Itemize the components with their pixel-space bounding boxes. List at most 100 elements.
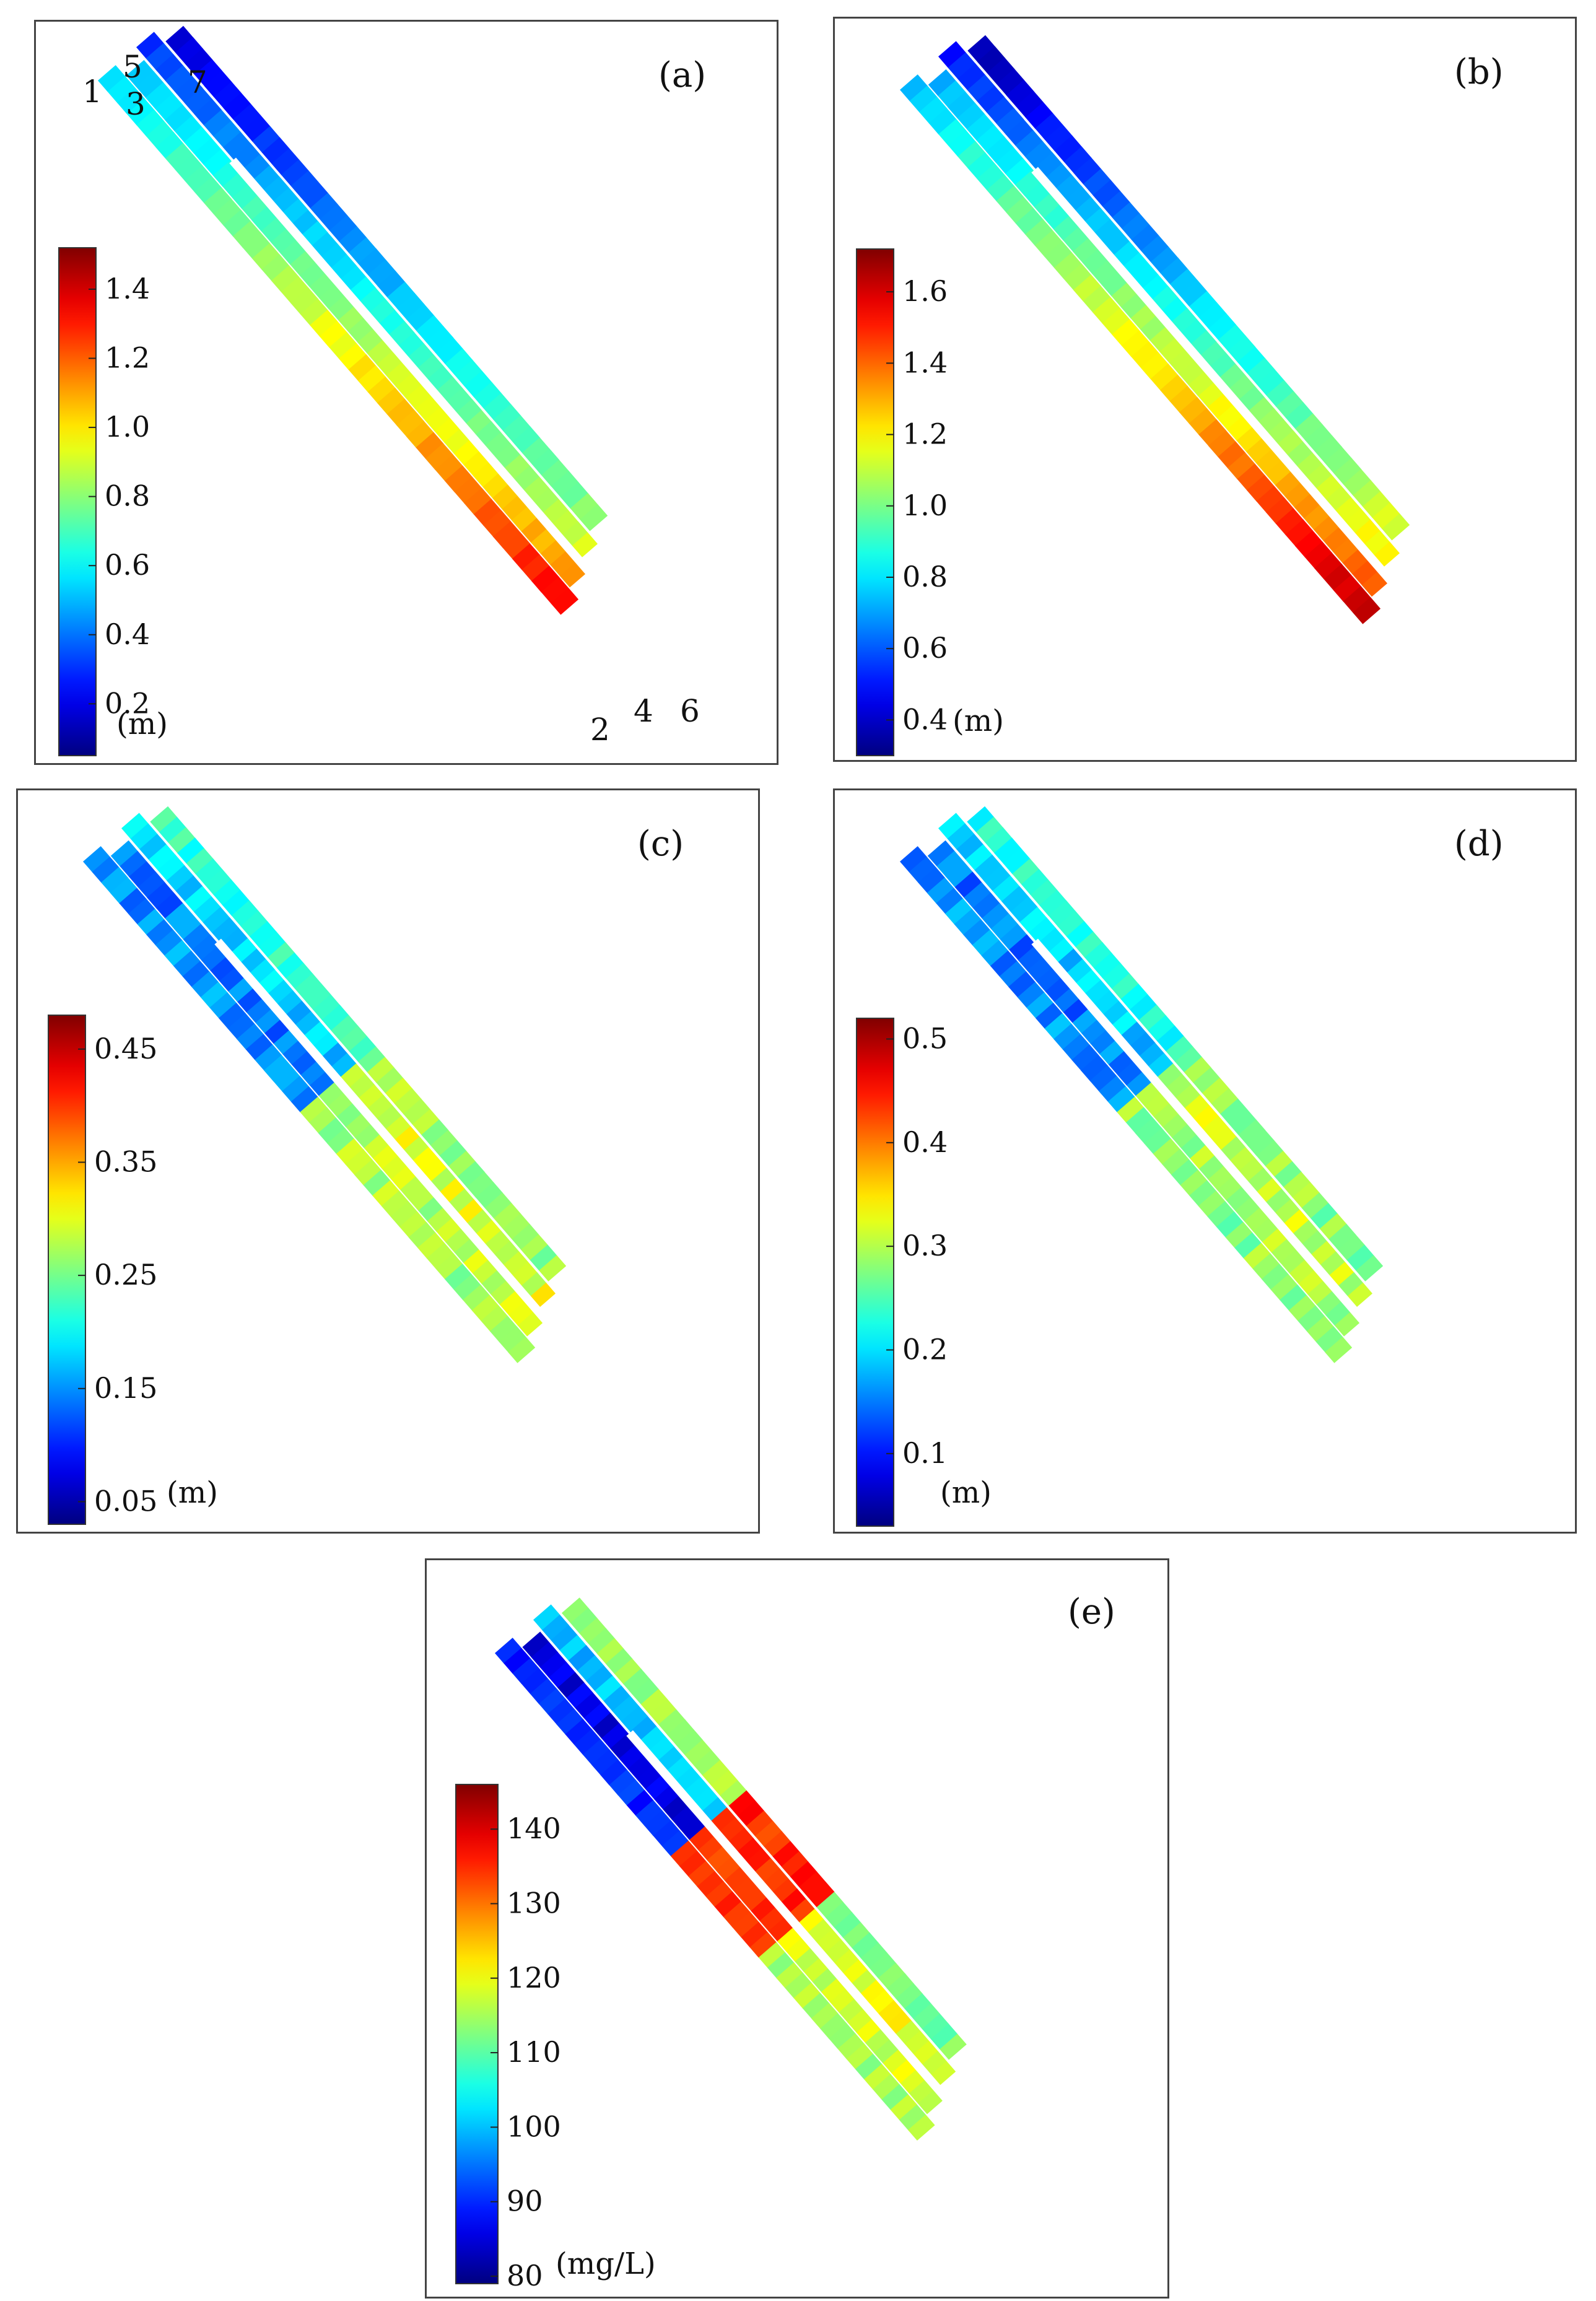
transect-segment	[1328, 1223, 1356, 1251]
transect-segment	[609, 1770, 637, 1796]
transect-segment	[1054, 135, 1083, 162]
transect-segment	[825, 1901, 853, 1928]
transect-segment	[121, 813, 149, 839]
colorbar-tick-label: 0.1	[902, 1436, 948, 1470]
transect-segment	[1218, 324, 1246, 352]
transect-segment	[957, 102, 985, 130]
transect-segment	[967, 113, 995, 141]
transect-segment	[767, 1952, 795, 1978]
transect-segment	[644, 1810, 671, 1836]
transect-segment	[1000, 923, 1027, 951]
transect-segment	[175, 37, 203, 64]
transect-segment	[1102, 191, 1130, 218]
transect-segment	[741, 1921, 768, 1948]
transect-segment	[1293, 1182, 1320, 1208]
transect-segment	[521, 554, 550, 582]
transect-segment	[1005, 119, 1034, 146]
transect-segment	[1005, 158, 1034, 186]
transect-segment	[559, 1635, 587, 1661]
transect-segment	[542, 1614, 569, 1641]
transect-segment	[240, 910, 268, 937]
transect-segment	[137, 871, 165, 898]
transect-segment	[605, 1648, 633, 1675]
transect-segment	[1310, 1203, 1338, 1229]
transect-segment	[946, 861, 973, 888]
transect-segment	[967, 152, 995, 180]
transect-segment	[1157, 1025, 1184, 1052]
transect-segment	[494, 1203, 521, 1229]
transect-segment	[776, 1962, 803, 1989]
transect-segment	[213, 879, 241, 906]
transect-segment	[168, 827, 196, 854]
transect-segment	[1189, 1180, 1217, 1207]
transect-segment	[986, 97, 1014, 124]
transect-segment	[1093, 952, 1121, 979]
transect-segment	[1107, 1086, 1135, 1113]
transect-segment	[120, 850, 147, 878]
transect-segment	[1180, 1169, 1208, 1196]
transect-segment	[340, 1025, 367, 1052]
transect-segment	[1243, 1242, 1271, 1269]
transect-segment	[670, 1840, 698, 1867]
transect-segment	[195, 858, 223, 885]
transect-segment	[1179, 396, 1208, 424]
transect-segment	[146, 919, 174, 946]
unit-label: (m)	[940, 1475, 992, 1510]
transect-segment	[1025, 219, 1053, 247]
map-b: 0.4 0.6 0.8 1.0 1.2 1.4 1.6 (m) (b)	[856, 35, 1504, 756]
transect-segment	[155, 54, 183, 81]
transect-segment	[1006, 196, 1034, 224]
transect-segment	[300, 1096, 328, 1124]
transect-segment	[570, 1607, 598, 1634]
transect-segment	[184, 126, 212, 154]
transect-segment	[110, 840, 138, 867]
transect-segment	[137, 909, 165, 935]
transect-segment	[521, 1234, 548, 1261]
transect-segment	[1102, 963, 1130, 989]
transect-segment	[417, 1232, 445, 1259]
transect-segment	[790, 1861, 818, 1888]
transect-segment	[425, 326, 454, 354]
transect-segment	[808, 1881, 835, 1908]
transect-segment	[1044, 1013, 1072, 1040]
transect-label: 6	[680, 693, 700, 729]
transect-segment	[1081, 1055, 1108, 1081]
transect-segment	[192, 934, 220, 961]
transect-segment	[1162, 1148, 1190, 1176]
transect-segment	[723, 1901, 751, 1928]
transect-segment	[1019, 907, 1047, 933]
unit-label: (m)	[116, 707, 168, 741]
transect-segment	[702, 1760, 730, 1786]
transect-segment	[1237, 346, 1265, 374]
transect-segment	[938, 80, 966, 108]
colorbar-tick-label: 0.8	[105, 479, 150, 513]
transect-segment	[1216, 1211, 1244, 1238]
transect-label: 4	[634, 693, 653, 729]
transect-segment	[837, 2033, 865, 2059]
transect-segment	[855, 2053, 883, 2080]
transect-segment	[531, 448, 560, 476]
transect-segment	[331, 1015, 359, 1042]
transect-segment	[1089, 1065, 1117, 1092]
transect-segment	[1257, 369, 1284, 396]
transect-segment	[1025, 102, 1053, 129]
transect-segment	[684, 1739, 712, 1766]
transects	[900, 806, 1384, 1363]
transect-segment	[1208, 430, 1236, 458]
transect-segment	[363, 1169, 391, 1196]
colorbar	[58, 247, 97, 756]
transect-segment	[539, 1652, 567, 1679]
transect-segment	[1275, 508, 1304, 535]
colorbar-tick-label: 0.3	[902, 1229, 948, 1262]
transect-segment	[1003, 848, 1031, 875]
transect-segment	[455, 359, 482, 387]
transect-segment	[1017, 982, 1045, 1008]
transect-segment	[146, 120, 174, 148]
transect-segment	[977, 46, 1005, 74]
transect-segment	[785, 1972, 812, 1999]
transect-segment	[194, 176, 222, 204]
transect-segment	[1135, 1117, 1162, 1144]
transect-segment	[764, 1831, 791, 1857]
transect-segment	[947, 91, 975, 119]
transect-segment	[530, 1244, 557, 1271]
